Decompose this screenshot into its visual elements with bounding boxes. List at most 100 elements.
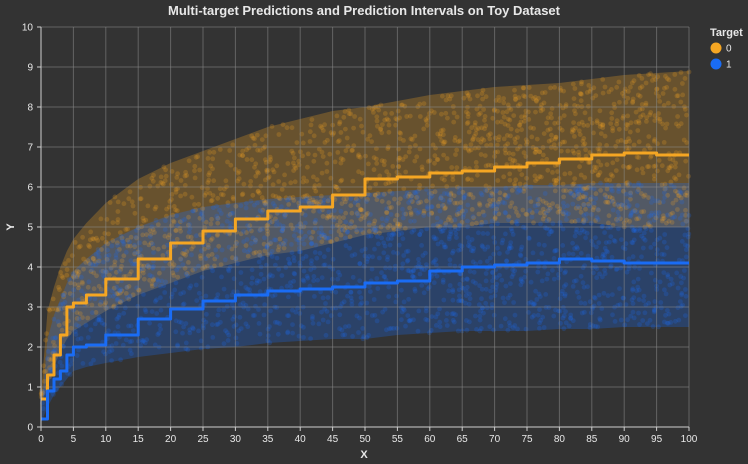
y-tick-label: 5 [27, 223, 33, 234]
scatter-point [574, 227, 580, 232]
scatter-point [676, 193, 682, 199]
scatter-point [452, 200, 458, 206]
scatter-point [466, 148, 472, 154]
scatter-point [614, 118, 620, 124]
scatter-point [611, 238, 617, 243]
scatter-point [268, 241, 273, 246]
scatter-point [337, 272, 343, 278]
scatter-point [602, 230, 607, 236]
scatter-point [467, 296, 473, 302]
scatter-point [349, 148, 355, 153]
scatter-point [665, 100, 671, 106]
scatter-point [529, 314, 535, 320]
scatter-point [479, 125, 484, 131]
scatter-point [563, 282, 569, 287]
scatter-point [190, 208, 196, 214]
scatter-point [463, 208, 469, 214]
scatter-point [307, 195, 313, 201]
scatter-point [536, 95, 541, 101]
scatter-point [370, 106, 375, 112]
scatter-point [582, 175, 588, 180]
scatter-point [250, 135, 256, 141]
scatter-point [657, 200, 663, 205]
scatter-point [651, 309, 657, 315]
scatter-point [382, 306, 388, 312]
scatter-point [372, 246, 377, 252]
scatter-point [374, 318, 380, 324]
scatter-point [100, 235, 105, 241]
scatter-point [570, 127, 575, 132]
scatter-point [277, 196, 283, 202]
scatter-point [47, 367, 53, 372]
scatter-point [490, 269, 495, 275]
scatter-point [528, 125, 533, 131]
scatter-point [142, 240, 148, 246]
scatter-point [500, 295, 506, 301]
scatter-point [487, 255, 493, 261]
scatter-point [323, 301, 328, 306]
scatter-point [371, 155, 377, 161]
scatter-point [640, 112, 646, 118]
scatter-point [541, 100, 547, 106]
scatter-point [508, 126, 514, 132]
scatter-point [113, 269, 119, 275]
scatter-point [312, 250, 318, 255]
scatter-point [507, 243, 513, 249]
scatter-point [163, 167, 169, 173]
scatter-point [64, 272, 70, 278]
scatter-point [663, 312, 668, 318]
scatter-point [348, 111, 354, 117]
scatter-point [386, 180, 391, 186]
scatter-point [665, 308, 670, 313]
scatter-point [441, 203, 446, 208]
scatter-point [132, 258, 138, 264]
scatter-point [670, 200, 676, 206]
scatter-point [210, 335, 216, 340]
scatter-point [429, 211, 435, 216]
scatter-point [319, 230, 325, 235]
scatter-point [477, 201, 482, 207]
scatter-point [514, 209, 519, 215]
scatter-point [639, 84, 645, 89]
scatter-point [616, 79, 622, 85]
scatter-point [161, 181, 166, 187]
scatter-point [59, 327, 65, 333]
scatter-point [601, 290, 607, 296]
scatter-point [500, 110, 506, 115]
scatter-point [345, 293, 350, 299]
scatter-point [561, 188, 566, 194]
scatter-point [120, 342, 126, 348]
scatter-point [396, 242, 402, 248]
scatter-point [535, 197, 541, 202]
scatter-point [631, 208, 637, 214]
scatter-point [267, 219, 273, 225]
scatter-point [651, 173, 657, 179]
scatter-point [310, 229, 316, 235]
scatter-point [154, 311, 160, 316]
scatter-point [508, 281, 513, 286]
scatter-point [651, 213, 657, 218]
scatter-point [560, 105, 566, 111]
scatter-point [311, 158, 317, 164]
scatter-point [480, 96, 485, 102]
scatter-point [217, 147, 223, 152]
scatter-point [406, 318, 412, 324]
scatter-point [262, 157, 268, 163]
scatter-point [512, 205, 518, 211]
scatter-point [332, 159, 338, 165]
scatter-point [426, 212, 432, 217]
scatter-point [438, 219, 444, 225]
scatter-point [144, 337, 150, 343]
scatter-point [626, 266, 632, 272]
scatter-point [667, 156, 673, 162]
scatter-point [182, 173, 188, 179]
scatter-point [294, 140, 300, 146]
scatter-point [464, 276, 470, 282]
scatter-point [627, 181, 632, 187]
scatter-point [642, 237, 648, 243]
scatter-point [366, 253, 372, 259]
scatter-point [429, 204, 435, 210]
scatter-point [241, 248, 247, 254]
scatter-point [539, 90, 545, 96]
scatter-point [533, 149, 539, 155]
